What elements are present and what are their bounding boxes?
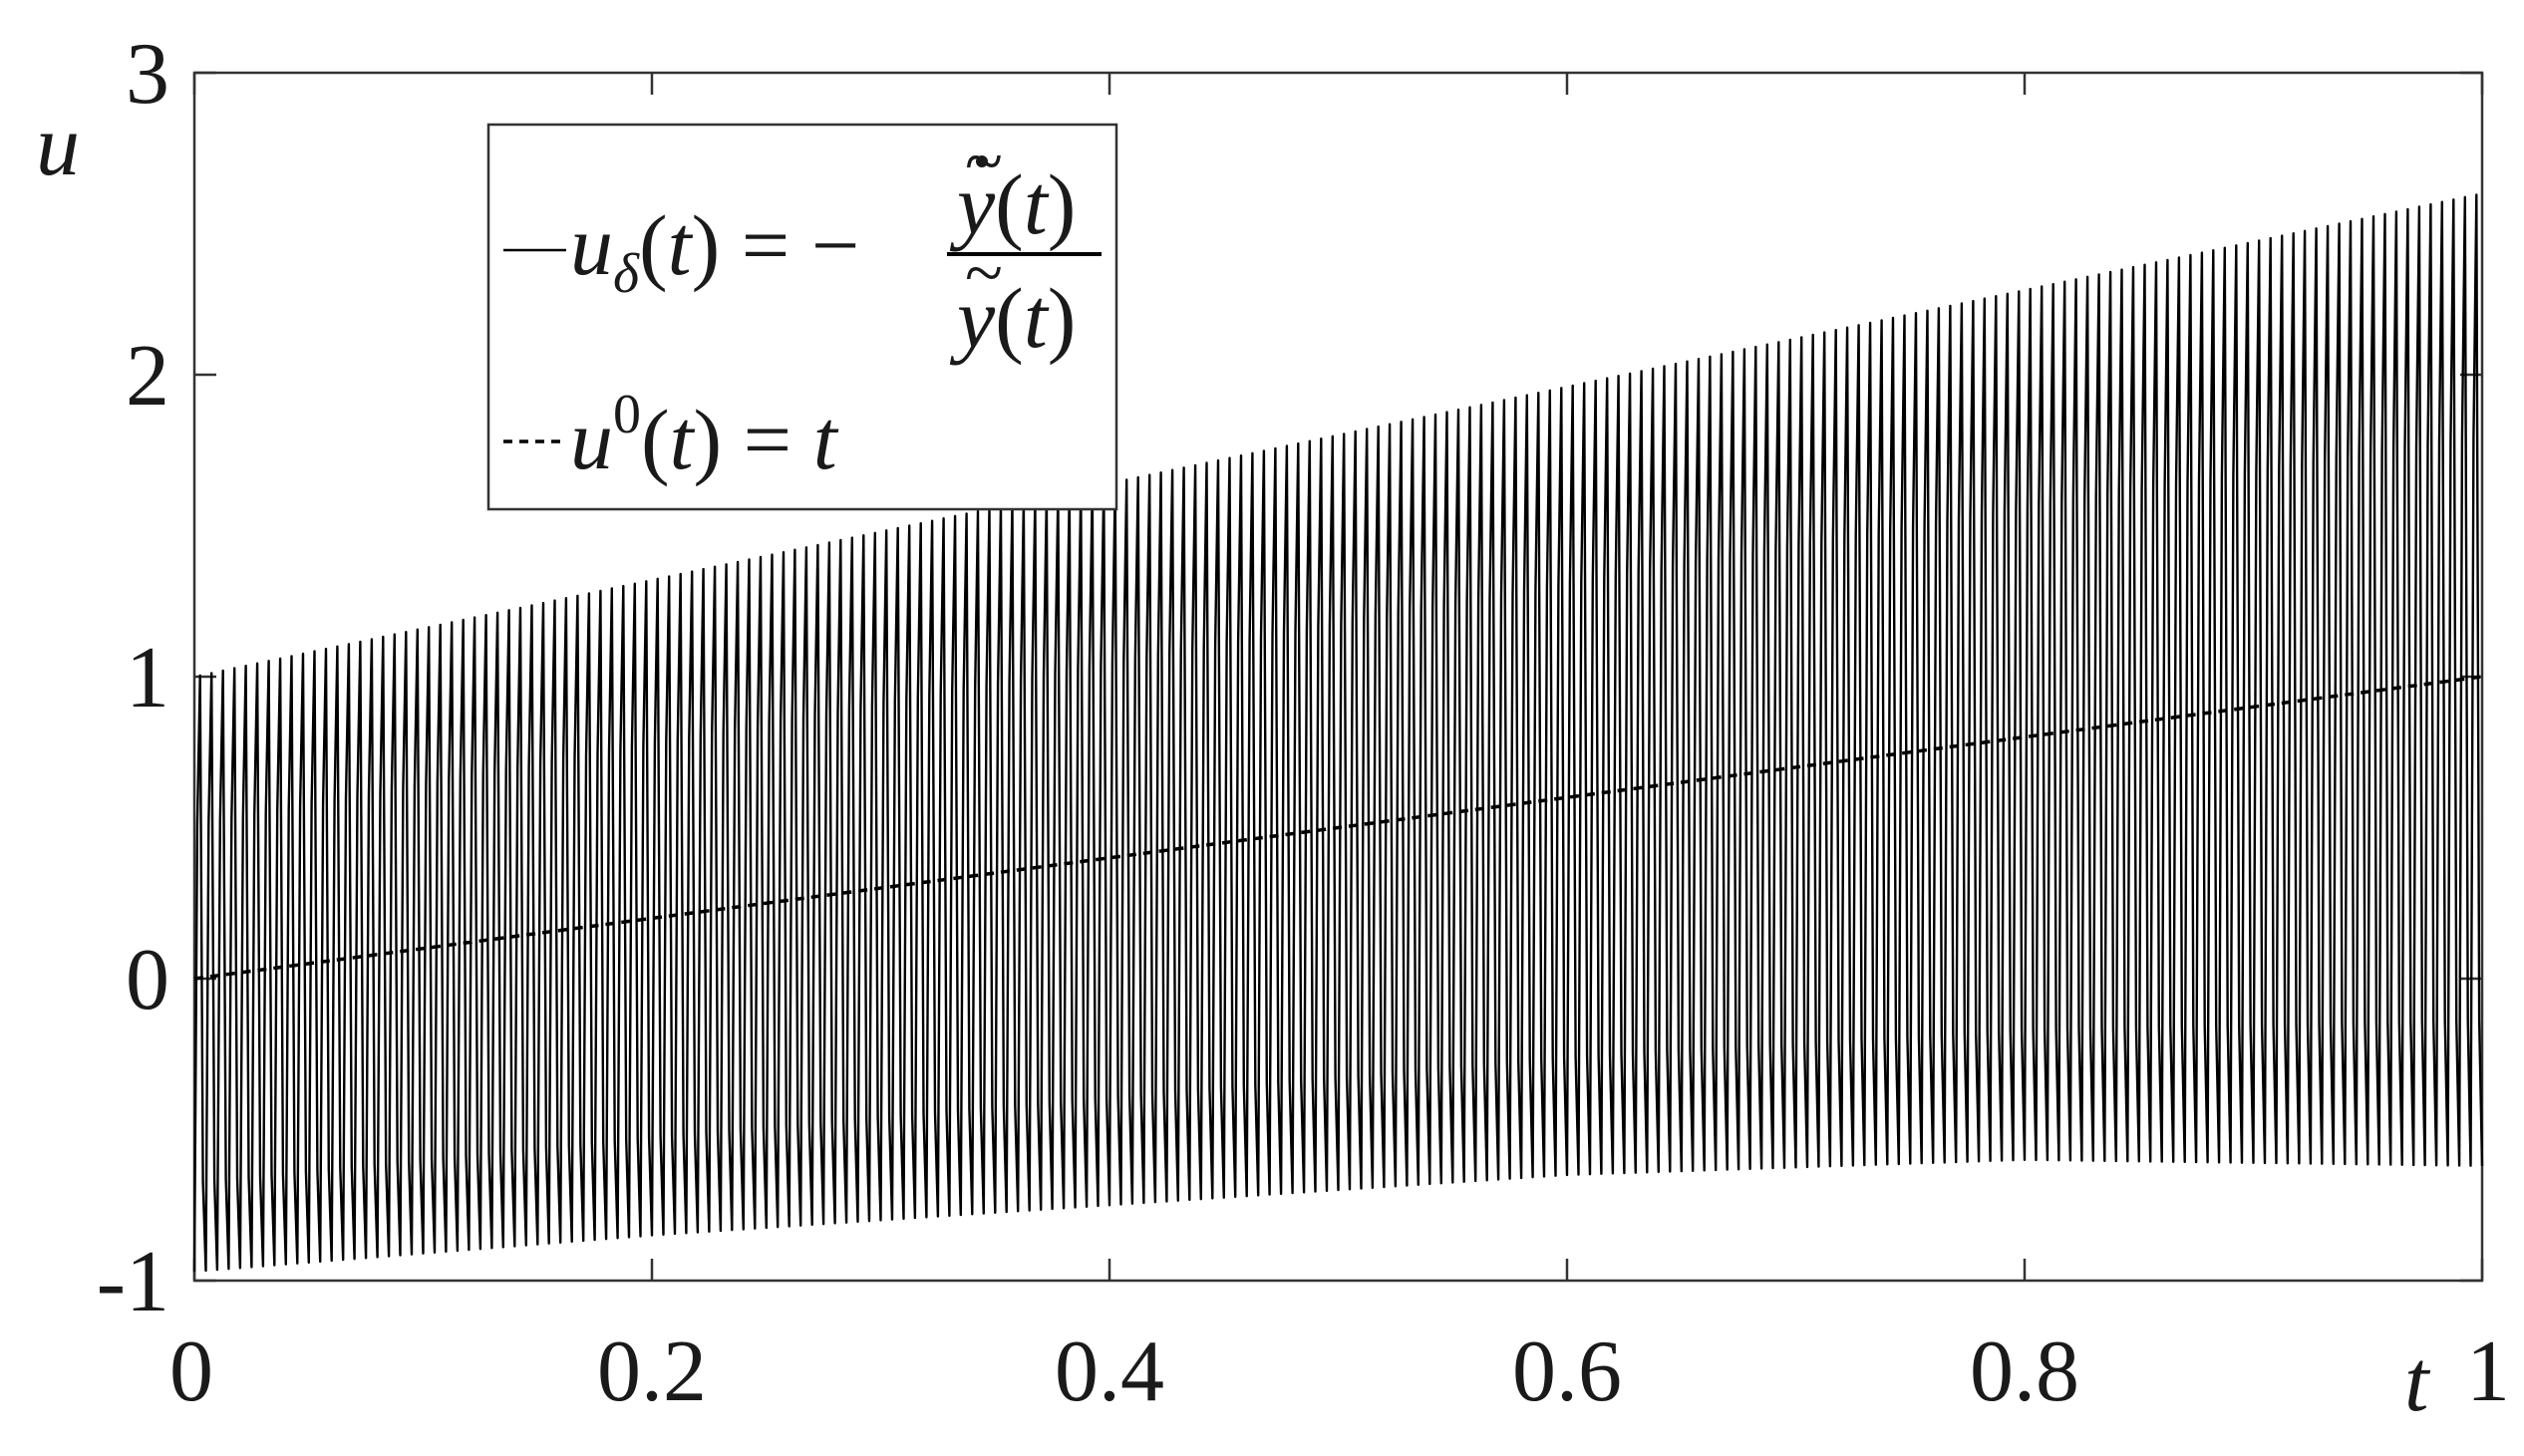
svg-text:uδ(t) = −: uδ(t) = − xyxy=(570,197,859,305)
x-axis-label: t xyxy=(2404,1333,2431,1430)
x-tick-label: 0.4 xyxy=(1055,1323,1164,1420)
svg-text:y(t): y(t) xyxy=(949,156,1076,252)
x-tick-label: 0.2 xyxy=(597,1323,707,1420)
series-oscillating-line xyxy=(192,193,2484,1273)
svg-text:y(t): y(t) xyxy=(949,270,1076,366)
dot-accent xyxy=(976,155,988,167)
y-tick-label: 3 xyxy=(126,26,169,123)
legend-entry-1-formula: uδ(t) = − y(t) ~ y(t) ~ xyxy=(570,124,1102,366)
x-tick-label: 0 xyxy=(169,1323,213,1420)
y-axis-label: u xyxy=(36,98,80,194)
y-tick-label: 2 xyxy=(126,328,169,425)
y-tick-label: -1 xyxy=(97,1234,169,1330)
legend-entry-2-formula: u0(t) = t xyxy=(570,384,839,487)
y-tick-label: 1 xyxy=(126,630,169,727)
x-tick-label: 1 xyxy=(2466,1323,2510,1420)
legend: uδ(t) = − y(t) ~ y(t) ~ u0(t) = t xyxy=(486,123,1118,511)
svg-text:u0(t) = t: u0(t) = t xyxy=(570,384,839,487)
ticks xyxy=(192,71,2484,1283)
x-tick-label: 0.6 xyxy=(1512,1323,1622,1420)
y-tick-labels: -1 0 1 2 3 xyxy=(97,26,169,1330)
svg-text:~: ~ xyxy=(965,235,1003,312)
legend-box xyxy=(486,123,1118,511)
y-tick-label: 0 xyxy=(126,932,169,1028)
series-dashed-line xyxy=(193,675,2483,981)
x-tick-labels: 0 0.2 0.4 0.6 0.8 1 xyxy=(169,1323,2510,1420)
x-tick-label: 0.8 xyxy=(1970,1323,2079,1420)
